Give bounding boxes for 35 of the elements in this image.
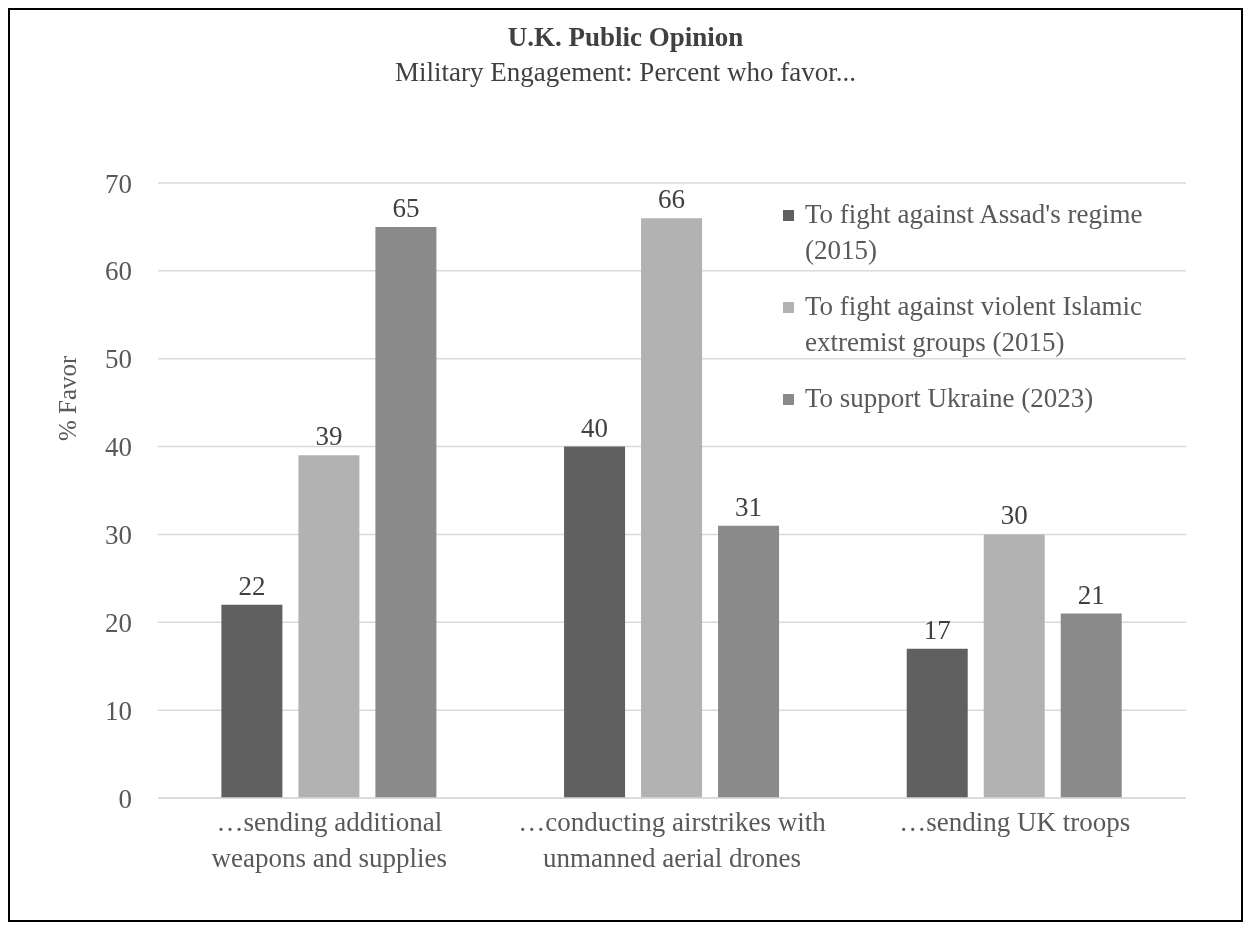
y-tick-label: 40 [105,432,132,463]
data-label: 40 [581,412,609,443]
bar [641,218,703,798]
x-tick-label: …sending additional weapons and supplies [211,807,448,874]
y-tick-label: 20 [105,607,132,638]
data-label: 65 [392,192,420,223]
data-label: 30 [1000,500,1028,531]
bar [983,534,1045,798]
bar [718,525,780,798]
bar [298,455,360,798]
legend-label: To fight against violent Islamic extremist groups (2015) [805,290,1144,359]
x-tick-label: …sending UK troops [899,807,1131,838]
y-tick-label: 0 [118,783,132,814]
chart-title: U.K. Public Opinion [506,21,745,54]
y-tick-label: 70 [105,168,132,199]
y-tick-label: 30 [105,520,132,551]
legend-label: To support Ukraine (2023) [805,382,1094,415]
y-axis-title: % Favor [53,354,81,441]
data-label: 22 [238,570,266,601]
bar [221,604,283,798]
legend-label: To fight against Assad's regime (2015) [805,198,1144,267]
bar [1060,613,1122,798]
data-label: 39 [315,421,343,452]
chart-subtitle: Military Engagement: Percent who favor... [393,56,858,89]
bar [564,446,626,798]
data-label: 17 [923,614,951,645]
data-label: 31 [735,491,763,522]
bar [906,648,968,798]
x-tick-label: …conducting airstrikes with unmanned aerial drones [518,807,827,874]
data-label: 66 [658,184,686,215]
y-tick-label: 10 [105,695,132,726]
y-tick-label: 50 [105,344,132,375]
bar [375,226,437,798]
y-tick-label: 60 [105,256,132,287]
data-label: 21 [1077,579,1105,610]
